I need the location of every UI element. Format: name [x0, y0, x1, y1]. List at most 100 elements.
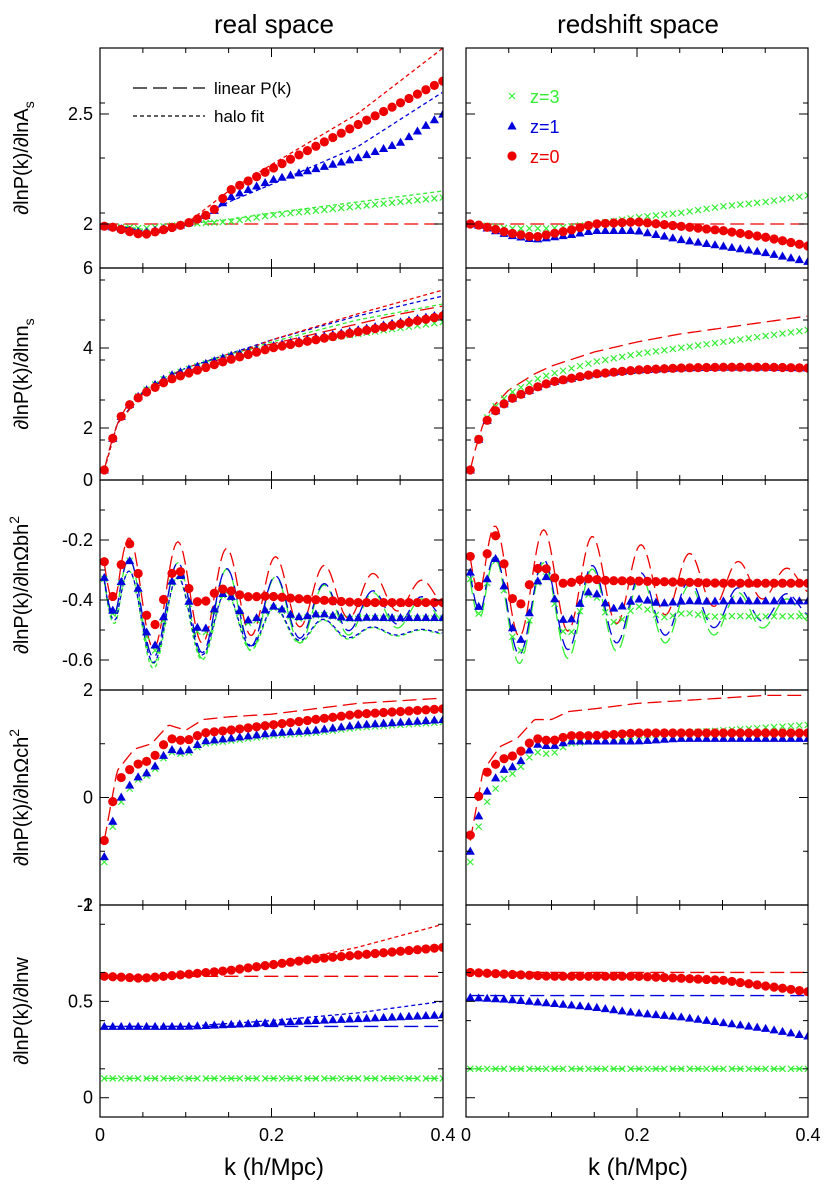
point-z3	[593, 1065, 601, 1073]
point-z3	[770, 331, 778, 339]
point-z0	[260, 961, 270, 971]
point-z0	[285, 957, 296, 967]
point-z1	[268, 601, 279, 610]
point-z0	[294, 150, 304, 160]
point-z0	[370, 708, 380, 718]
point-z0	[550, 573, 560, 583]
point-z0	[550, 735, 560, 745]
point-z3	[509, 1065, 516, 1073]
point-z0	[243, 176, 253, 186]
point-z0	[516, 746, 526, 756]
point-z1	[466, 846, 475, 855]
point-z1	[277, 727, 287, 736]
panel-frame	[99, 479, 444, 691]
point-z0	[718, 728, 729, 738]
point-z0	[421, 705, 431, 715]
point-z3	[134, 1075, 142, 1082]
point-z0	[201, 728, 211, 738]
point-z3	[720, 1065, 727, 1073]
point-z3	[576, 1065, 584, 1073]
point-z0	[600, 730, 610, 740]
point-z3	[371, 1075, 379, 1082]
point-z0	[311, 595, 321, 605]
point-z1	[524, 996, 534, 1005]
point-z0	[252, 347, 262, 357]
point-z1	[226, 191, 236, 200]
point-z0	[617, 217, 627, 228]
point-z3	[270, 211, 277, 219]
point-z3	[287, 1075, 294, 1082]
point-z1	[583, 587, 594, 596]
point-z0	[507, 228, 518, 239]
point-z0	[482, 767, 492, 777]
point-z1	[395, 717, 406, 726]
point-z3	[787, 194, 795, 202]
point-z0	[651, 576, 661, 587]
point-z1	[550, 740, 560, 749]
point-z3	[219, 1075, 227, 1082]
point-z1	[524, 608, 534, 617]
point-z1	[777, 1026, 788, 1035]
point-z1	[642, 228, 653, 237]
point-z3	[346, 1075, 354, 1082]
point-z0	[777, 578, 788, 588]
point-z0	[727, 728, 737, 738]
point-z1	[353, 613, 363, 622]
point-z3	[236, 216, 244, 224]
point-z1	[642, 595, 653, 604]
point-z0	[490, 531, 501, 541]
point-z0	[685, 222, 695, 232]
point-z1	[209, 1020, 219, 1029]
point-z0	[592, 219, 602, 229]
point-z0	[490, 759, 501, 769]
point-z0	[158, 740, 169, 750]
point-z0	[319, 953, 329, 963]
point-z1	[541, 741, 551, 750]
point-z3	[627, 351, 635, 359]
point-z1	[617, 601, 627, 610]
point-z0	[474, 581, 484, 592]
point-z3	[736, 1065, 744, 1073]
point-z0	[260, 167, 270, 177]
point-z1	[558, 999, 568, 1008]
point-z1	[150, 1021, 160, 1030]
point-z0	[566, 373, 577, 383]
point-z3	[745, 612, 753, 620]
x-tick-label: 0.2	[624, 1125, 649, 1145]
point-z0	[158, 225, 169, 235]
point-z1	[184, 596, 194, 605]
point-z3	[644, 349, 651, 356]
point-z1	[328, 159, 338, 168]
point-z0	[328, 132, 338, 143]
point-z1	[466, 567, 475, 576]
point-z0	[158, 594, 169, 605]
point-z3	[244, 215, 252, 223]
point-z0	[777, 236, 788, 246]
point-z0	[600, 218, 610, 229]
point-z0	[328, 596, 338, 606]
point-z1	[592, 736, 602, 745]
point-z3	[177, 1075, 184, 1082]
point-z3	[618, 353, 626, 361]
point-z1	[524, 745, 534, 754]
point-z3	[126, 1075, 134, 1082]
point-z0	[761, 728, 771, 738]
point-z0	[710, 728, 720, 738]
point-z3	[584, 1065, 592, 1073]
point-z0	[108, 972, 118, 982]
series-z1	[100, 1010, 443, 1030]
point-z1	[387, 718, 397, 727]
point-z0	[609, 218, 619, 228]
point-z0	[617, 576, 627, 586]
point-z3	[363, 202, 371, 209]
point-z0	[718, 226, 729, 236]
point-z1	[575, 1001, 585, 1010]
point-z1	[777, 251, 788, 260]
point-z1	[336, 612, 346, 621]
point-z1	[184, 745, 194, 754]
point-z3	[795, 193, 803, 201]
ylabel-row-0: ∂lnP(k)/∂lnAs	[11, 101, 37, 214]
panel-4-1	[466, 967, 808, 1073]
point-z0	[302, 594, 313, 604]
point-z3	[551, 369, 559, 377]
